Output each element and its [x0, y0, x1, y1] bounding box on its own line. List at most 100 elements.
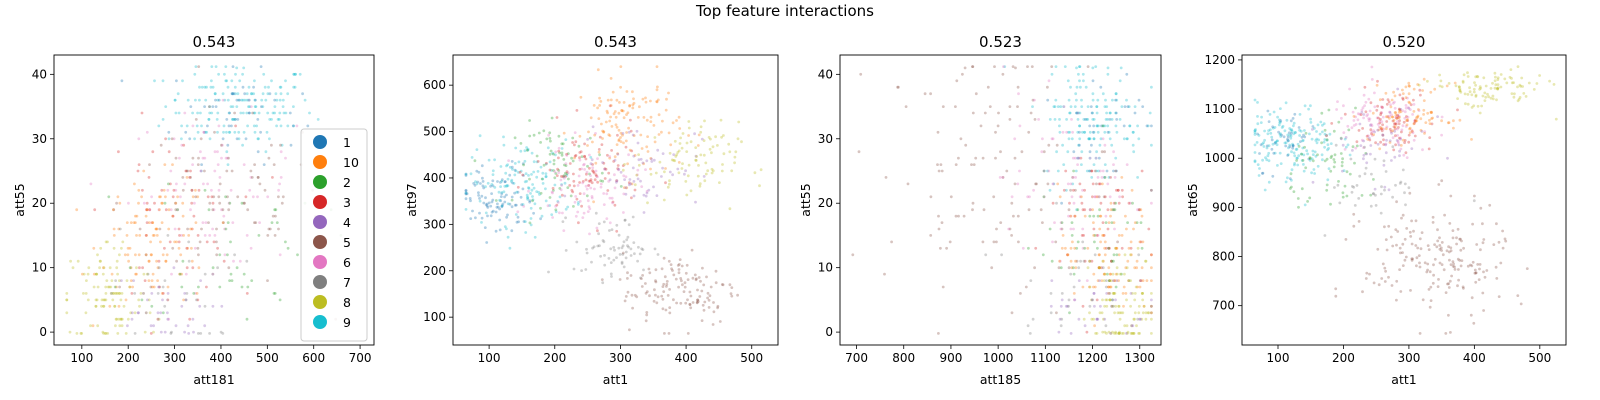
scatter-point: [1088, 311, 1091, 315]
scatter-point: [1368, 138, 1372, 142]
scatter-point: [996, 124, 1000, 128]
scatter-point: [590, 260, 593, 264]
scatter-point: [1404, 125, 1408, 128]
scatter-point: [1426, 262, 1430, 266]
scatter-point: [610, 275, 613, 278]
scatter-point: [602, 161, 606, 165]
scatter-point: [1342, 104, 1345, 108]
scatter-point: [197, 253, 200, 257]
scatter-point: [1054, 98, 1058, 102]
scatter-point: [680, 146, 684, 150]
axes-frame: [53, 54, 375, 346]
scatter-point: [1383, 188, 1386, 192]
y-axis-label: att55: [12, 183, 27, 216]
scatter-point: [641, 161, 645, 165]
scatter-point: [1288, 187, 1292, 190]
scatter-point: [251, 195, 255, 199]
scatter-point: [1141, 311, 1145, 315]
scatter-point: [232, 118, 236, 121]
scatter-point: [1491, 97, 1495, 101]
scatter-point: [1069, 227, 1073, 231]
scatter-point: [1505, 81, 1509, 85]
scatter-point: [1380, 129, 1384, 133]
scatter-point: [578, 134, 582, 138]
scatter-point: [273, 98, 277, 102]
scatter-point: [1396, 141, 1400, 145]
scatter-point: [1473, 81, 1476, 84]
scatter-point: [621, 132, 625, 135]
scatter-point: [140, 195, 144, 199]
scatter-point: [1495, 98, 1498, 102]
scatter-point: [279, 85, 283, 89]
scatter-point: [611, 201, 614, 205]
scatter-point: [708, 147, 712, 151]
scatter-point: [1379, 111, 1383, 115]
scatter-point: [190, 259, 194, 263]
scatter-point: [197, 65, 201, 68]
scatter-point: [1135, 266, 1138, 270]
scatter-point: [1446, 121, 1450, 125]
scatter-point: [580, 269, 583, 272]
scatter-point: [249, 92, 253, 96]
scatter-point: [1428, 122, 1432, 125]
scatter-point: [234, 124, 238, 128]
scatter-point: [667, 332, 671, 335]
scatter-point: [233, 85, 237, 89]
scatter-point: [616, 133, 619, 137]
scatter-point: [1092, 214, 1096, 218]
scatter-point: [226, 98, 230, 102]
scatter-point: [1088, 156, 1092, 160]
scatter-point: [1027, 246, 1030, 250]
scatter-point: [668, 151, 672, 155]
scatter-point: [177, 227, 181, 231]
scatter-point: [1253, 98, 1257, 102]
scatter-point: [104, 285, 108, 289]
scatter-point: [486, 214, 489, 218]
scatter-point: [1099, 304, 1102, 308]
scatter-point: [115, 201, 118, 205]
scatter-point: [1423, 130, 1427, 134]
scatter-point: [1074, 259, 1077, 263]
scatter-point: [1310, 137, 1314, 141]
scatter-point: [202, 182, 205, 186]
scatter-point: [1437, 278, 1440, 281]
scatter-point: [1384, 142, 1388, 146]
scatter-point: [261, 105, 265, 108]
scatter-point: [1102, 259, 1105, 263]
scatter-point: [1363, 172, 1367, 176]
scatter-point: [1109, 176, 1112, 179]
scatter-point: [1481, 241, 1485, 245]
scatter-point: [1110, 304, 1114, 308]
scatter-point: [156, 311, 160, 315]
scatter-point: [1289, 119, 1293, 123]
scatter-point: [268, 118, 272, 121]
scatter-point: [1350, 126, 1354, 130]
scatter-point: [199, 332, 203, 335]
scatter-point: [1079, 259, 1082, 263]
scatter-point: [1092, 163, 1096, 167]
scatter-point: [730, 286, 734, 289]
scatter-point: [1440, 263, 1444, 266]
scatter-point: [684, 180, 688, 183]
scatter-point: [268, 227, 272, 231]
scatter-point: [644, 96, 647, 100]
scatter-point: [208, 201, 212, 205]
scatter-point: [519, 149, 523, 153]
scatter-point: [1010, 234, 1013, 237]
x-tick-label: 400: [210, 351, 233, 365]
scatter-point: [1412, 229, 1415, 233]
scatter-point: [510, 205, 514, 209]
scatter-point: [1380, 127, 1383, 131]
scatter-point: [698, 182, 702, 186]
scatter-point: [1470, 93, 1474, 97]
scatter-point: [1341, 157, 1344, 161]
legend-marker: [313, 275, 327, 289]
scatter-point: [1379, 126, 1383, 129]
scatter-point: [1116, 332, 1120, 335]
scatter-point: [639, 276, 642, 280]
scatter-point: [178, 234, 181, 237]
scatter-point: [275, 98, 279, 102]
scatter-point: [1370, 132, 1373, 136]
scatter-point: [1455, 242, 1458, 246]
scatter-point: [685, 193, 689, 197]
